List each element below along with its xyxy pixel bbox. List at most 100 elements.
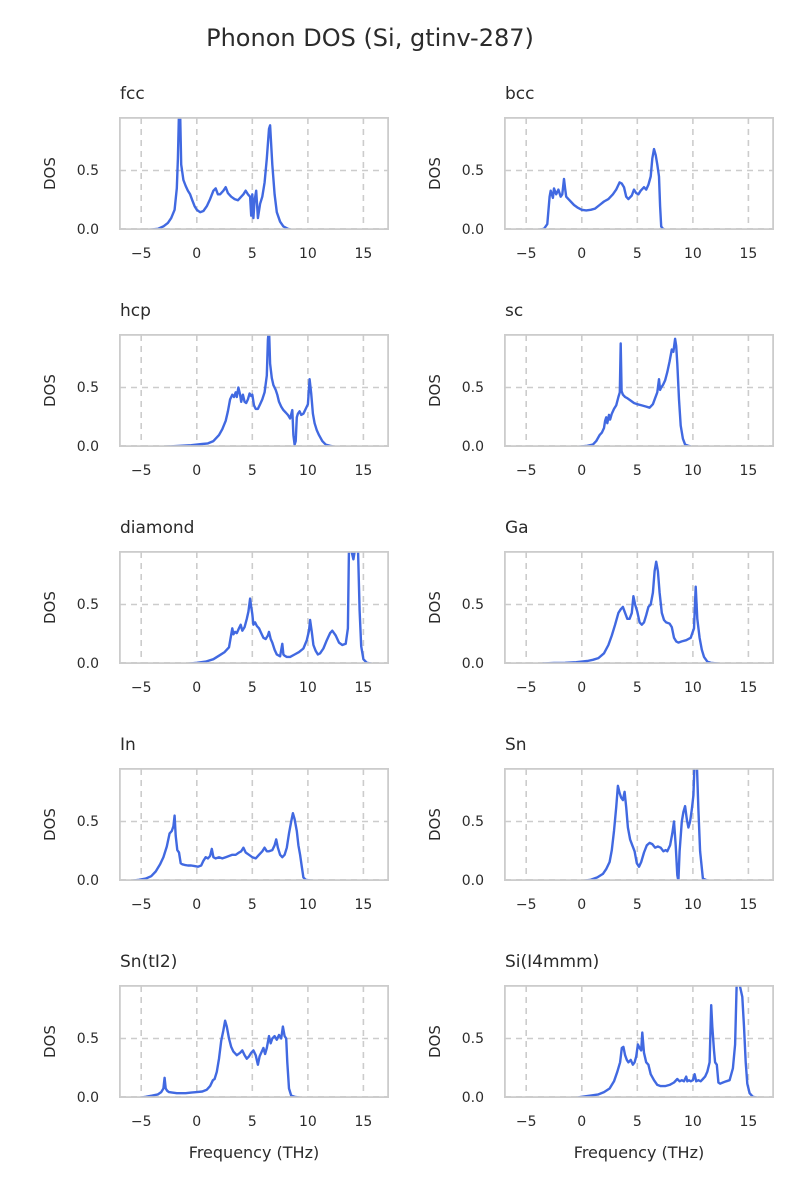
x-tick-label: −5 (130, 680, 152, 696)
plot-canvas (119, 117, 389, 230)
x-tick-label: 10 (683, 246, 702, 262)
x-tick-label: 10 (298, 463, 317, 479)
y-tick-label: 0.0 (76, 1090, 99, 1106)
y-tick-label: 0.5 (461, 379, 484, 396)
subplot-title: fcc (120, 84, 145, 104)
subplot-sc: sc DOS 0.0 0.5 −5 0 5 10 15 (426, 301, 774, 479)
x-tick-label: −5 (515, 897, 537, 913)
x-tick-label: 5 (247, 680, 257, 696)
subplot-in: In DOS 0.0 0.5 −5 0 5 10 15 (41, 735, 389, 913)
y-tick-label: 0.5 (76, 813, 99, 830)
x-tick-label: 10 (683, 680, 702, 696)
subplot-fcc: fcc DOS 0.0 0.5 −5 0 5 10 15 (41, 84, 389, 262)
plot-canvas (119, 334, 389, 447)
gridlines (505, 335, 773, 447)
y-tick-label: 0.0 (76, 222, 99, 238)
gridlines (120, 986, 388, 1098)
y-tick-label: 0.5 (76, 1030, 99, 1047)
axes-frame (504, 117, 774, 230)
y-tick-label: 0.5 (76, 379, 99, 396)
subplot-title: Sn(tI2) (120, 952, 178, 972)
axes-frame (119, 117, 389, 230)
x-tick-label: 10 (298, 1114, 317, 1130)
subplot-diamond: diamond DOS 0.0 0.5 −5 0 5 10 15 (41, 518, 389, 696)
x-tick-label: −5 (515, 680, 537, 696)
x-tick-label: 15 (739, 897, 758, 913)
subplot-ga: Ga DOS 0.0 0.5 −5 0 5 10 15 (426, 518, 774, 696)
y-tick-label: 0.5 (461, 162, 484, 179)
x-tick-label: 5 (632, 246, 642, 262)
x-tick-label: 10 (298, 246, 317, 262)
x-tick-label: 0 (577, 680, 587, 696)
x-tick-label: −5 (130, 246, 152, 262)
x-tick-label: 0 (577, 1114, 587, 1130)
dos-curve (145, 117, 298, 230)
x-tick-label: 10 (683, 463, 702, 479)
axes-frame (504, 768, 774, 881)
dos-curve (572, 985, 761, 1098)
figure-title: Phonon DOS (Si, gtinv-287) (206, 24, 534, 52)
axes-frame (504, 985, 774, 1098)
x-tick-label: 0 (577, 463, 587, 479)
plot-canvas (119, 985, 389, 1098)
x-tick-label: −5 (515, 463, 537, 479)
y-tick-label: 0.5 (461, 596, 484, 613)
subplot-title: hcp (120, 301, 151, 321)
dos-curve (184, 551, 376, 664)
x-tick-label: 5 (247, 246, 257, 262)
y-tick-label: 0.0 (461, 1090, 484, 1106)
gridlines (505, 769, 773, 881)
x-tick-label: 5 (632, 463, 642, 479)
x-tick-label: 15 (739, 680, 758, 696)
x-tick-label: 0 (192, 463, 202, 479)
subplot-title: diamond (120, 518, 195, 538)
x-tick-label: 0 (577, 897, 587, 913)
x-tick-label: −5 (130, 1114, 152, 1130)
plot-canvas (119, 551, 389, 664)
x-tick-label: 0 (577, 246, 587, 262)
dos-curve (541, 560, 723, 664)
axes-frame (119, 334, 389, 447)
y-tick-label: 0.0 (76, 439, 99, 455)
y-tick-label: 0.5 (76, 162, 99, 179)
y-tick-label: 0.5 (461, 1030, 484, 1047)
x-tick-label: 0 (192, 680, 202, 696)
axes-frame (119, 768, 389, 881)
y-tick-label: 0.0 (76, 656, 99, 672)
x-tick-label: 5 (247, 1114, 257, 1130)
x-tick-label: −5 (515, 246, 537, 262)
y-tick-label: 0.0 (461, 873, 484, 889)
x-tick-label: 15 (739, 463, 758, 479)
axes-frame (504, 551, 774, 664)
y-tick-label: 0.0 (461, 222, 484, 238)
gridlines (120, 335, 388, 447)
x-tick-label: 5 (632, 1114, 642, 1130)
subplot-sn: Sn DOS 0.0 0.5 −5 0 5 10 15 (426, 735, 774, 913)
dos-curve (128, 812, 318, 881)
subplot-title: sc (505, 301, 524, 321)
subplot-title: Sn (505, 735, 527, 755)
x-axis-label: Frequency (THz) (573, 1143, 705, 1162)
dos-curve (575, 337, 695, 447)
plot-canvas (504, 334, 774, 447)
axes-frame (504, 334, 774, 447)
axes-frame (119, 985, 389, 1098)
subplot-title: In (120, 735, 136, 755)
x-tick-label: 15 (354, 463, 373, 479)
subplot-sn-ti2-: Sn(tI2) DOS 0.0 0.5 −5 0 5 10 15 Frequency (THz… (41, 952, 389, 1162)
gridlines (505, 986, 773, 1098)
x-tick-label: 15 (354, 246, 373, 262)
y-tick-label: 0.0 (461, 656, 484, 672)
subplot-title: Si(I4mmm) (505, 952, 600, 972)
x-tick-label: 5 (632, 897, 642, 913)
x-tick-label: 5 (632, 680, 642, 696)
x-tick-label: −5 (130, 463, 152, 479)
x-tick-label: 0 (192, 1114, 202, 1130)
x-tick-label: 10 (683, 897, 702, 913)
subplot-bcc: bcc DOS 0.0 0.5 −5 0 5 10 15 (426, 84, 774, 262)
plot-canvas (119, 768, 389, 881)
x-tick-label: 0 (192, 897, 202, 913)
x-axis-label: Frequency (THz) (188, 1143, 320, 1162)
x-tick-label: 15 (739, 246, 758, 262)
